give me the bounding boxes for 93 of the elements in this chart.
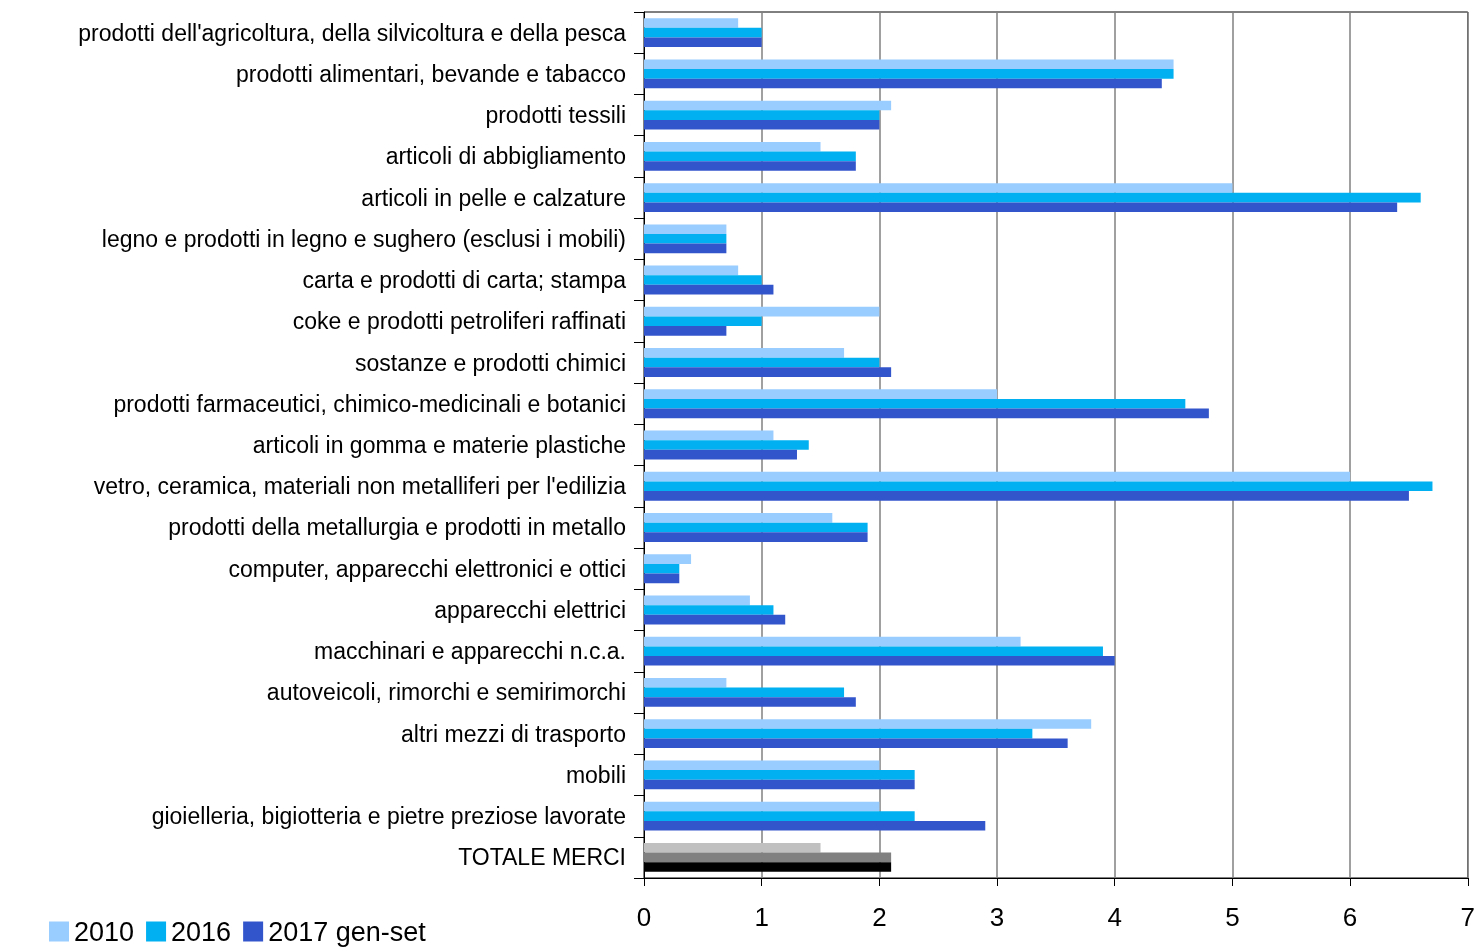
y-tick-label: coke e prodotti petroliferi raffinati (292, 308, 626, 335)
bar (644, 779, 915, 790)
bar (644, 532, 868, 542)
bar (644, 563, 680, 574)
y-tick-label: mobili (565, 761, 626, 788)
y-tick-label: vetro, ceramica, materiali non metalliferi per l'edilizia (93, 473, 627, 500)
bar (644, 491, 1409, 501)
y-tick-label: macchinari e apparecchi n.c.a. (314, 638, 626, 665)
y-tick-label: prodotti tessili (485, 102, 626, 129)
legend-label: 2010 (74, 916, 135, 947)
bar (644, 389, 998, 399)
bar (644, 481, 1433, 492)
y-tick-label: legno e prodotti in legno e sughero (esclusi i mobili) (101, 225, 626, 252)
bar (644, 595, 750, 606)
bar (644, 811, 915, 821)
bar (644, 513, 833, 523)
bar (644, 202, 1398, 212)
bar (644, 614, 786, 625)
y-tick-label: apparecchi elettrici (434, 596, 626, 623)
bar (644, 646, 1103, 656)
y-tick-label: gioielleria, bigiotteria e pietre preziose lavorate (151, 803, 626, 830)
bar (644, 842, 821, 853)
y-tick-label: sostanze e prodotti chimici (354, 349, 626, 376)
bar (644, 100, 892, 111)
bar (644, 408, 1209, 419)
bar (644, 770, 915, 780)
bar (644, 224, 727, 234)
y-tick-label: altri mezzi di trasporto (401, 720, 626, 747)
bar (644, 554, 692, 564)
bar (644, 348, 845, 358)
y-tick-label: prodotti farmaceutici, chimico-medicinali e botanici (113, 390, 626, 417)
y-tick-label: prodotti dell'agricoltura, della silvicoltura e della pesca (78, 19, 627, 46)
bar (644, 326, 727, 336)
bar (644, 183, 1233, 193)
bar (644, 430, 774, 441)
x-tick-label: 5 (1225, 902, 1240, 932)
bar (644, 27, 762, 38)
legend-label: 2016 (171, 916, 232, 947)
bar (644, 37, 762, 48)
bar (644, 119, 880, 130)
bar (644, 471, 1351, 482)
bar (644, 59, 1174, 70)
bar (644, 367, 892, 377)
x-tick-label: 7 (1460, 902, 1475, 932)
bar (644, 141, 821, 152)
bar (644, 192, 1421, 203)
bar (644, 110, 880, 120)
bar (644, 161, 856, 171)
bar (644, 69, 1174, 79)
bar (644, 678, 727, 688)
x-tick-label: 0 (636, 902, 652, 932)
x-tick-label: 3 (989, 902, 1005, 932)
bar (644, 440, 809, 450)
bar (644, 357, 880, 368)
bar (644, 522, 868, 533)
bar (644, 636, 1021, 647)
x-tick-label: 1 (754, 902, 769, 932)
bar (644, 78, 1162, 89)
bar (644, 728, 1033, 739)
y-tick-label: computer, apparecchi elettronici e ottici (228, 555, 626, 582)
y-tick-label: autoveicoli, rimorchi e semirimorchi (266, 679, 626, 706)
bar (644, 760, 880, 771)
y-tick-label: articoli in pelle e calzature (361, 184, 626, 211)
bar (644, 18, 739, 28)
bar (644, 801, 880, 812)
y-tick-label: TOTALE MERCI (458, 844, 626, 871)
y-tick-label: articoli in gomma e materie plastiche (252, 432, 626, 458)
x-tick-label: 4 (1107, 902, 1122, 932)
bar (644, 398, 1186, 409)
bar (644, 306, 880, 317)
bar (644, 605, 774, 615)
bar (644, 687, 845, 698)
y-tick-label: articoli di abbigliamento (385, 143, 626, 170)
y-tick-label: carta e prodotti di carta; stampa (302, 267, 627, 294)
x-tick-label: 2 (872, 902, 887, 932)
bar (644, 151, 856, 162)
bar (644, 275, 762, 285)
bar (644, 573, 680, 584)
bar (644, 719, 1092, 729)
bar (644, 284, 774, 295)
y-tick-label: prodotti alimentari, bevande e tabacco (236, 60, 626, 87)
bar (644, 243, 727, 254)
bar (644, 656, 1115, 666)
bar (644, 738, 1068, 749)
bar (644, 449, 797, 460)
x-tick-label: 6 (1342, 902, 1358, 932)
bar (644, 234, 727, 244)
bar (644, 316, 762, 327)
y-tick-label: prodotti della metallurgia e prodotti in metallo (168, 514, 626, 541)
bar (644, 820, 986, 831)
bar (644, 697, 856, 707)
bar (644, 265, 739, 276)
legend-label: 2017 gen-set (268, 916, 427, 947)
